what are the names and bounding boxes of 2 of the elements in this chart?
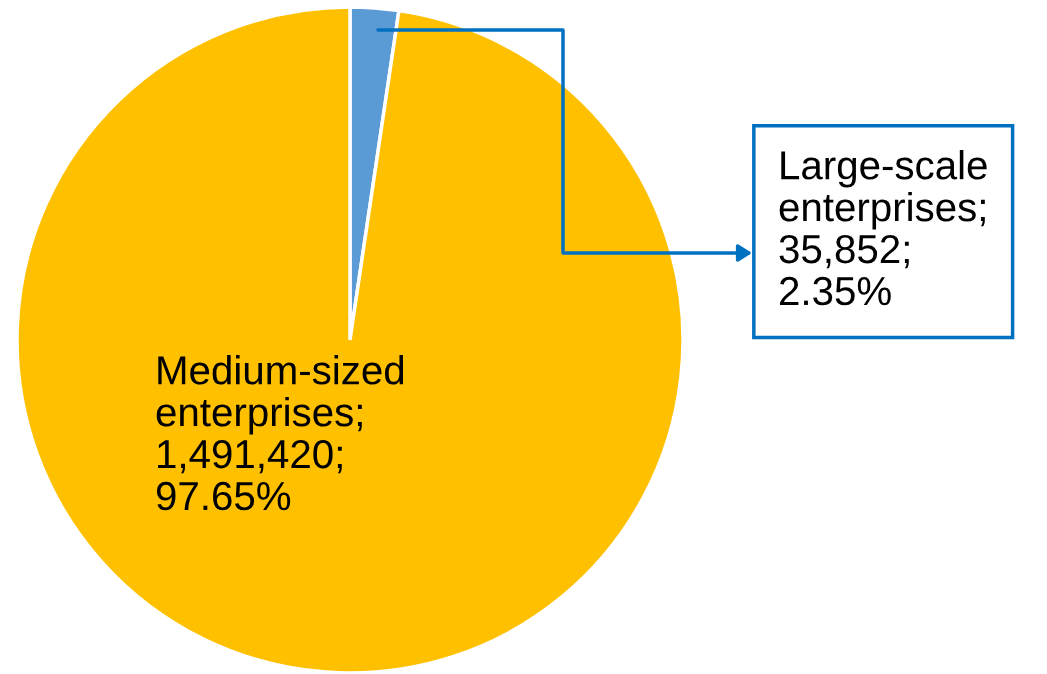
slice-label: Medium-sized enterprises; 1,491,420; 97.65% xyxy=(156,355,404,511)
slice-label: Large-scale enterprises; 35,852; 2.35% xyxy=(779,150,987,306)
